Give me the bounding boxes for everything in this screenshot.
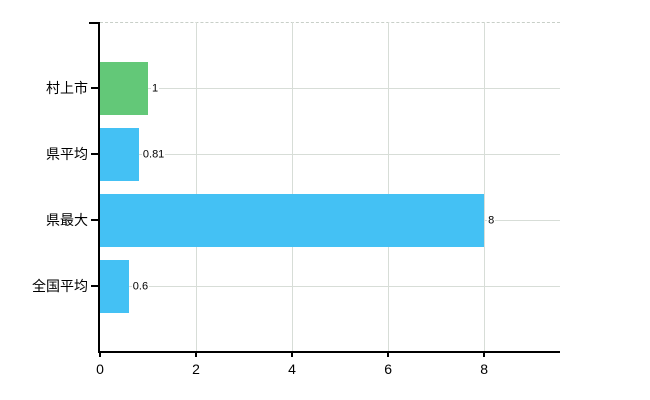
bar-value-label: 0.81 <box>141 148 166 161</box>
plot-top-border <box>100 22 560 23</box>
y-axis <box>98 22 100 352</box>
gridline-horizontal <box>100 286 560 287</box>
x-tick-label: 2 <box>192 361 200 377</box>
category-label: 県平均 <box>46 146 88 162</box>
category-label: 村上市 <box>46 80 88 96</box>
x-axis-tick <box>483 353 486 357</box>
x-axis <box>98 351 560 353</box>
gridline-vertical <box>196 22 198 352</box>
x-tick-label: 8 <box>480 361 489 377</box>
category-label: 県最大 <box>46 212 88 228</box>
gridline-horizontal <box>100 88 560 89</box>
bar <box>100 259 129 313</box>
y-axis-tick <box>91 153 99 155</box>
bar <box>100 127 139 181</box>
x-axis-tick <box>291 353 294 357</box>
y-axis-tick <box>91 219 99 221</box>
y-axis-tick <box>91 285 99 287</box>
bar <box>100 193 485 247</box>
x-tick-label: 4 <box>288 361 296 377</box>
y-axis-tick <box>91 87 99 89</box>
y-axis-end-tick <box>89 22 99 24</box>
x-axis-tick <box>99 353 101 357</box>
gridline-vertical <box>484 22 486 352</box>
gridline-horizontal <box>100 154 560 155</box>
gridline-vertical <box>292 22 294 352</box>
gridline-vertical <box>388 22 390 352</box>
bar-value-label: 1 <box>151 82 160 95</box>
bar <box>100 61 149 115</box>
category-label: 全国平均 <box>32 278 88 294</box>
x-tick-label: 0 <box>96 361 104 377</box>
bar-value-label: 8 <box>487 214 496 227</box>
bar-value-label: 0.6 <box>131 280 150 293</box>
x-axis-tick <box>195 353 198 357</box>
x-tick-label: 6 <box>384 361 392 377</box>
x-axis-tick <box>387 353 390 357</box>
